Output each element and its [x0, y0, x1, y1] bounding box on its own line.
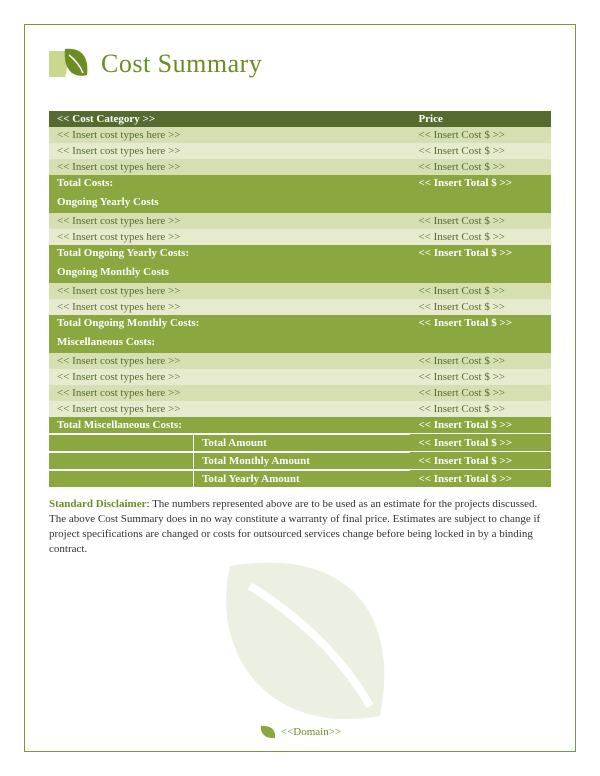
table-row: << Insert cost types here >><< Insert Co…	[49, 127, 551, 143]
disclaimer: Standard Disclaimer: The numbers represe…	[49, 497, 551, 556]
table-row: << Insert cost types here >><< Insert Co…	[49, 369, 551, 385]
table-row: << Insert cost types here >><< Insert Co…	[49, 401, 551, 417]
leaf-watermark-icon	[190, 546, 410, 731]
table-row: << Insert cost types here >><< Insert Co…	[49, 229, 551, 245]
leaf-logo-icon	[49, 45, 93, 83]
section-total-row: Total Costs:<< Insert Total $ >>	[49, 175, 551, 191]
col-header-category: << Cost Category >>	[49, 111, 410, 127]
header: Cost Summary	[49, 45, 551, 83]
table-row: << Insert cost types here >><< Insert Co…	[49, 299, 551, 315]
summary-label: Total Amount	[194, 435, 411, 452]
summary-label: Total Yearly Amount	[194, 471, 411, 488]
table-row: << Insert cost types here >><< Insert Co…	[49, 159, 551, 175]
section-total-row: Total Ongoing Monthly Costs:<< Insert To…	[49, 315, 551, 331]
summary-value: << Insert Total $ >>	[410, 434, 551, 452]
table-row: << Insert cost types here >><< Insert Co…	[49, 385, 551, 401]
col-header-price: Price	[410, 111, 551, 127]
footer-domain: <<Domain>>	[281, 726, 341, 738]
summary-row: Total Amount << Insert Total $ >>	[49, 434, 551, 452]
table-row: << Insert cost types here >><< Insert Co…	[49, 143, 551, 159]
section-heading-row: Miscellaneous Costs:	[49, 331, 551, 353]
page-title: Cost Summary	[101, 49, 262, 79]
page-frame: Cost Summary << Cost Category >> Price <…	[24, 24, 576, 752]
summary-label: Total Monthly Amount	[194, 453, 411, 470]
section-total-row: Total Ongoing Yearly Costs:<< Insert Tot…	[49, 245, 551, 261]
table-row: << Insert cost types here >><< Insert Co…	[49, 283, 551, 299]
leaf-footer-icon	[259, 725, 277, 739]
summary-row: Total Monthly Amount << Insert Total $ >…	[49, 452, 551, 470]
table-row: << Insert cost types here >><< Insert Co…	[49, 213, 551, 229]
summary-value: << Insert Total $ >>	[410, 470, 551, 488]
summary-value: << Insert Total $ >>	[410, 452, 551, 470]
table-header-row: << Cost Category >> Price	[49, 111, 551, 127]
summary-row: Total Yearly Amount << Insert Total $ >>	[49, 470, 551, 488]
section-total-row: Total Miscellaneous Costs:<< Insert Tota…	[49, 417, 551, 434]
table-row: << Insert cost types here >><< Insert Co…	[49, 353, 551, 369]
section-heading-row: Ongoing Yearly Costs	[49, 191, 551, 213]
footer: <<Domain>>	[49, 721, 551, 739]
section-heading-row: Ongoing Monthly Costs	[49, 261, 551, 283]
disclaimer-title: Standard Disclaimer	[49, 498, 146, 510]
spacer	[49, 556, 551, 721]
cost-summary-table: << Cost Category >> Price << Insert cost…	[49, 111, 551, 487]
